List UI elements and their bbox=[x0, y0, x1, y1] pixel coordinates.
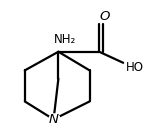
Text: N: N bbox=[49, 113, 59, 126]
Text: N: N bbox=[49, 113, 59, 126]
Text: O: O bbox=[100, 10, 110, 23]
Text: NH₂: NH₂ bbox=[54, 33, 76, 46]
Text: HO: HO bbox=[126, 61, 144, 74]
